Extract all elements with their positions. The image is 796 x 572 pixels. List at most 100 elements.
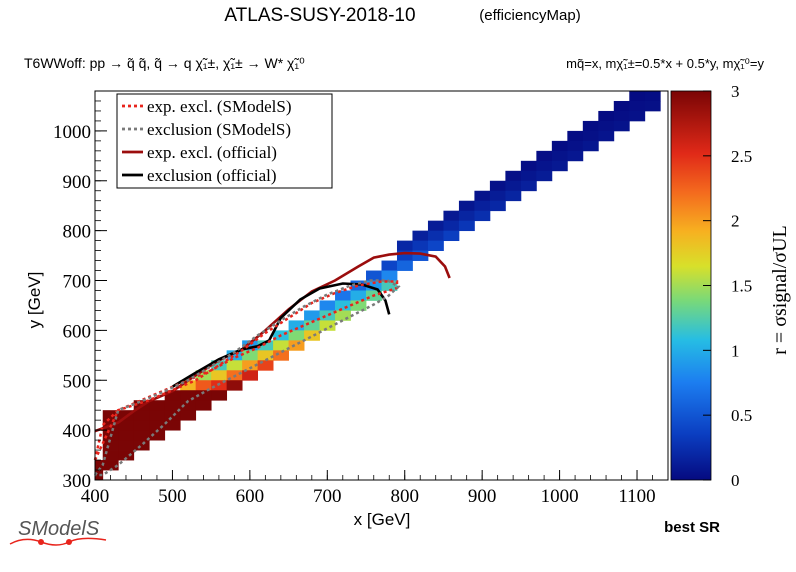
z-tick-label: 1.5 [731, 277, 752, 296]
heatmap-cell [195, 370, 212, 381]
heatmap-cell [95, 470, 104, 481]
x-tick-label: 800 [390, 486, 419, 507]
heatmap-cell [118, 440, 135, 451]
heatmap-cell [613, 100, 630, 112]
heatmap-cell [551, 140, 568, 152]
heatmap-cell [257, 360, 274, 371]
legend: exp. excl. (SModelS) exclusion (SModelS) e… [116, 93, 333, 189]
z-tick-label: 2 [731, 212, 740, 231]
heatmap-cell [242, 370, 259, 381]
heatmap-cell [133, 440, 150, 451]
heatmap-cell [381, 270, 398, 281]
heatmap-cell [164, 400, 181, 411]
heatmap-cell [133, 430, 150, 441]
heatmap-cell [335, 300, 351, 311]
heatmap-cell [396, 260, 413, 271]
heatmap-cell [288, 320, 305, 331]
heatmap-cell [381, 280, 398, 291]
legend-label: exp. excl. (SModelS) [147, 97, 291, 116]
contours [93, 251, 451, 477]
heatmap-cell [427, 220, 444, 232]
heatmap-cell [598, 130, 615, 142]
heatmap-cell [180, 410, 197, 421]
heatmap-cell [319, 310, 336, 321]
heatmap-cell [102, 440, 119, 451]
heatmap-cell [350, 290, 367, 301]
heatmap-cell [443, 230, 460, 242]
heatmap-cell [288, 340, 305, 351]
heatmap-cell [629, 110, 646, 122]
heatmap-cell [427, 230, 444, 242]
heatmap-cell [443, 220, 460, 232]
z-tick-label: 1 [731, 341, 740, 360]
legend-label: exclusion (official) [147, 166, 277, 185]
heatmap-cell [242, 360, 259, 371]
x-tick-label: 400 [81, 486, 110, 507]
heatmap-cell [102, 450, 119, 461]
heatmap-cell [226, 360, 243, 371]
heatmap-cell [629, 91, 646, 102]
heatmap-cell [474, 210, 491, 222]
heatmap-cell [211, 360, 228, 371]
z-tick-label: 2.5 [731, 147, 752, 166]
heatmap-cell [613, 120, 630, 132]
heatmap-cell [427, 240, 444, 251]
x-tick-label: 600 [236, 486, 265, 507]
heatmap-cell [273, 340, 289, 351]
heatmap-cell [118, 450, 135, 461]
heatmap-cell [598, 110, 615, 122]
heatmap-cell [567, 140, 584, 152]
heatmap-cell [319, 320, 336, 331]
heatmap-cell [180, 380, 197, 391]
heatmap-cell [582, 130, 599, 142]
plot-frame [94, 90, 669, 481]
heatmap-cell [520, 180, 537, 192]
heatmap-cell [102, 460, 119, 471]
heatmap-cell [242, 350, 259, 361]
heatmap-cell [350, 300, 367, 311]
y-tick-label: 800 [63, 222, 92, 243]
heatmap-cell [551, 150, 568, 162]
heatmap-cell [489, 180, 506, 192]
heatmap-cell [505, 190, 522, 202]
heatmap-cell [412, 250, 429, 261]
y-axis-label: y [GeV] [25, 272, 44, 329]
heatmap-cell [536, 170, 553, 182]
heatmap-cell [180, 400, 197, 411]
x-axis: 400 500 600 700 800 900 1000 1100 [81, 470, 669, 507]
heatmap-cell [582, 120, 599, 132]
legend-label: exp. excl. (official) [147, 143, 277, 162]
heatmap-cell [102, 410, 119, 421]
heatmap-cell [443, 210, 460, 222]
heatmap-cell [211, 390, 228, 401]
heatmap-cell [149, 420, 166, 431]
chart-title: ATLAS-SUSY-2018-10 [224, 5, 415, 26]
heatmap-cell [366, 280, 382, 291]
logo-wave-icon [9, 537, 107, 546]
z-axis-label: r = σsignal/σUL [769, 225, 791, 355]
heatmap-cell [567, 130, 584, 142]
y-tick-label: 400 [63, 421, 92, 442]
z-tick-label: 3 [731, 82, 740, 101]
heatmap-cell [458, 220, 475, 232]
heatmap-cell [458, 200, 475, 212]
heatmap-cell [133, 410, 150, 421]
heatmap-cell [335, 310, 351, 321]
z-tick-label: 0.5 [731, 406, 752, 425]
heatmap-cell [644, 100, 661, 112]
mass-relation-label: mq̃=x, mχ̃₁±=0.5*x + 0.5*y, mχ̃₁⁰=y [566, 56, 764, 71]
y-axis: 300 400 500 600 700 800 900 1000 [53, 90, 107, 492]
heatmap-cell [567, 150, 584, 162]
chart-subtitle: (efficiencyMap) [479, 7, 580, 24]
heatmap-cell [551, 160, 568, 172]
y-tick-label: 600 [63, 321, 92, 342]
heatmap-cell [350, 280, 367, 291]
heatmap-cell [195, 400, 212, 411]
heatmap-cell [195, 390, 212, 401]
heatmap-cell [195, 380, 212, 391]
heatmap-cell [226, 380, 243, 391]
y-tick-label: 300 [63, 471, 92, 492]
heatmap-cell [474, 200, 491, 212]
heatmap-cell [598, 120, 615, 132]
